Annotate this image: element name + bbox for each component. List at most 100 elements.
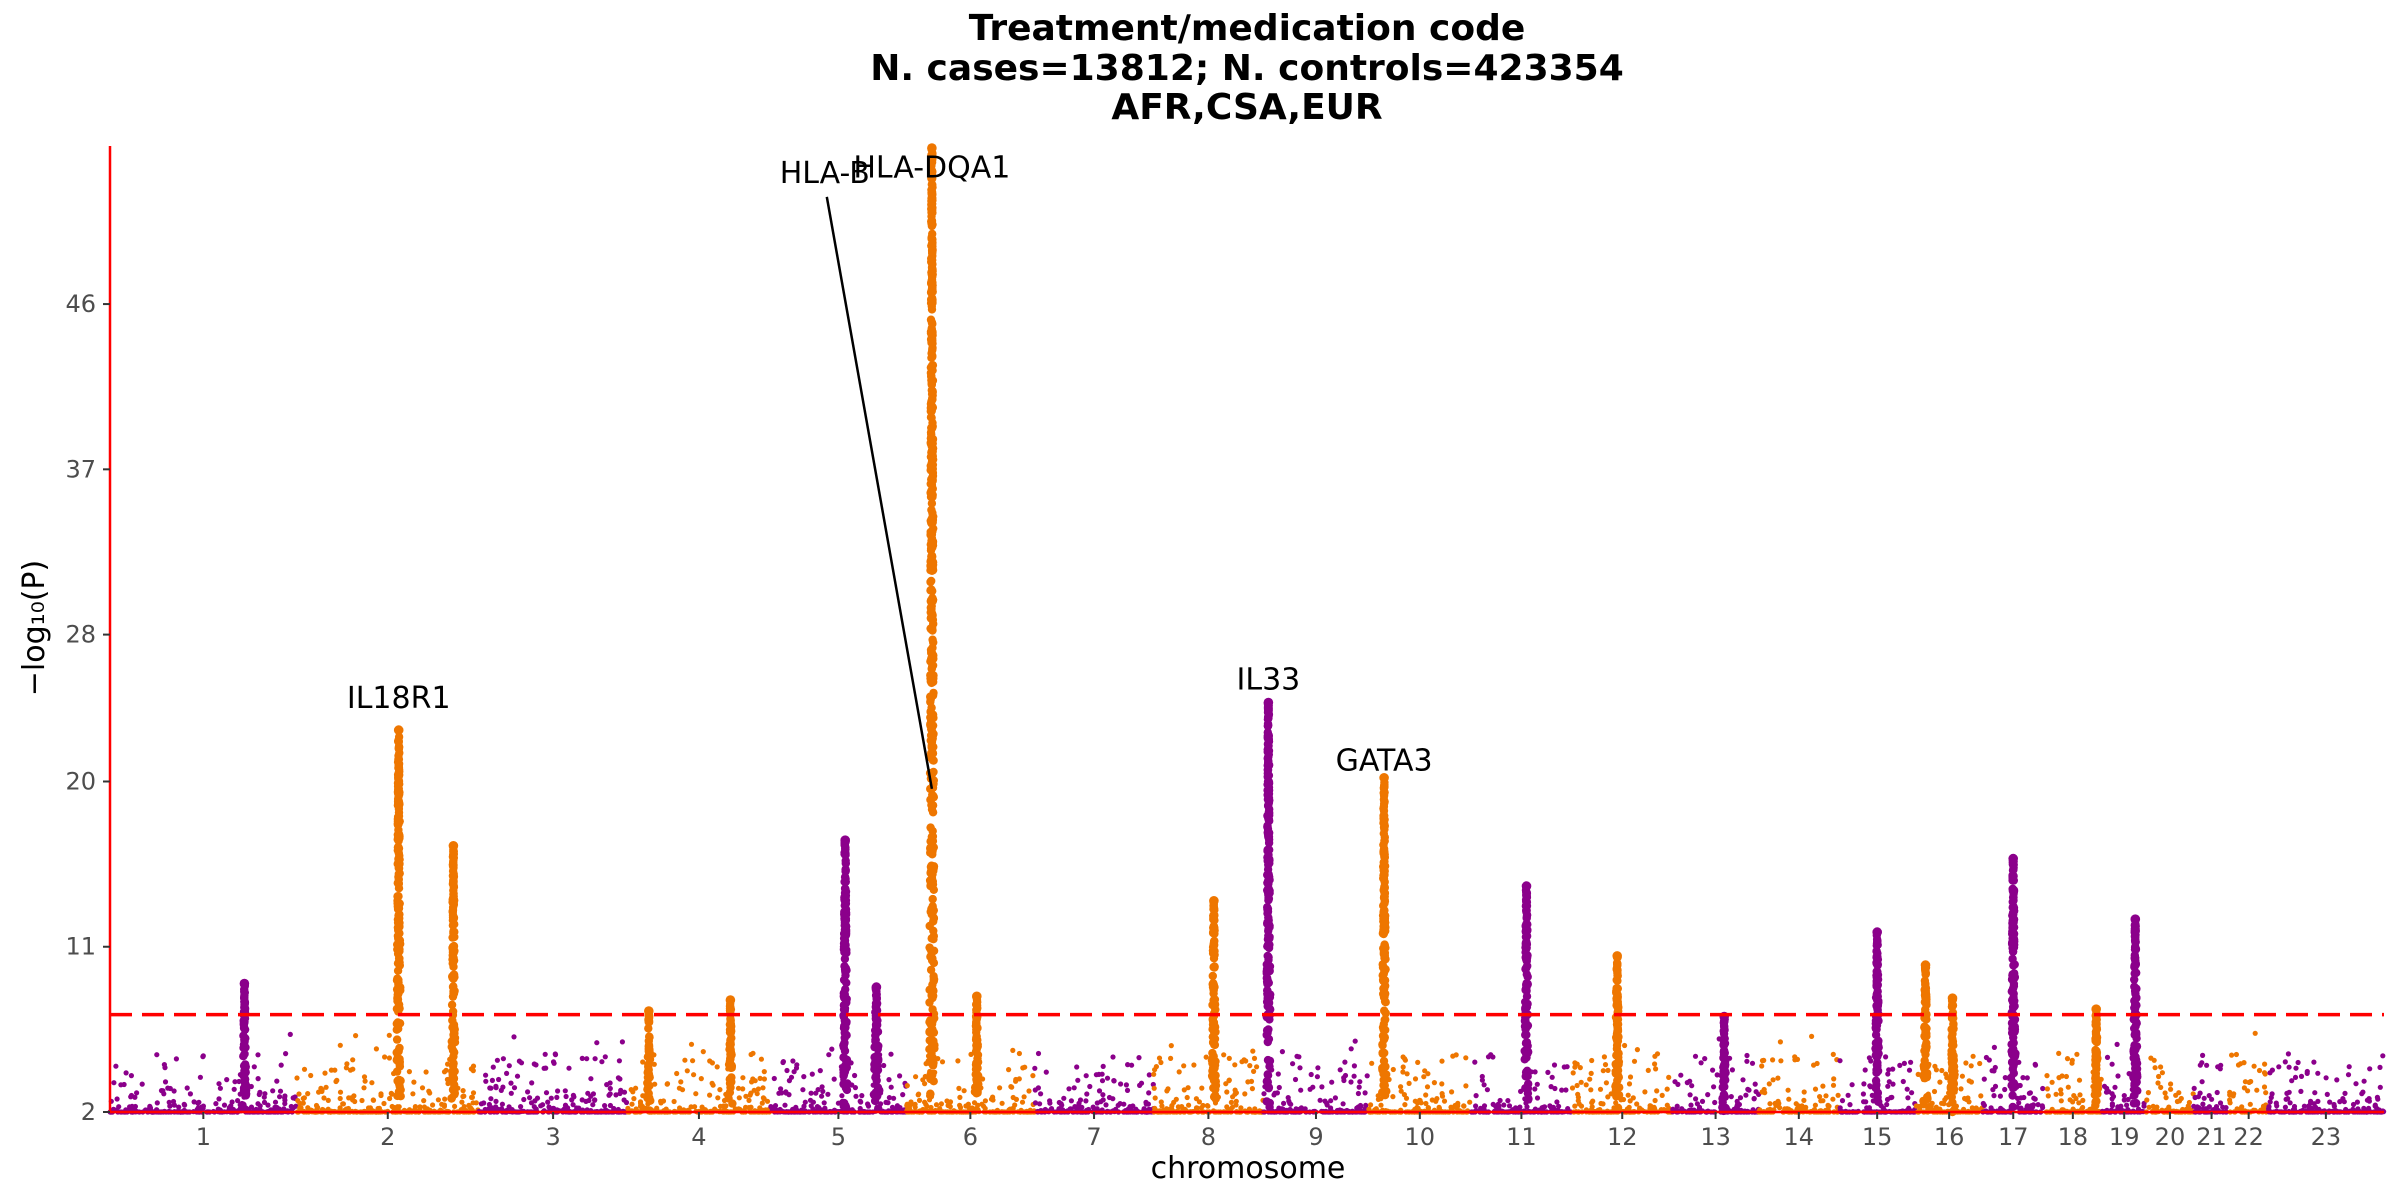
snp-point (1688, 1102, 1694, 1108)
snp-point (840, 954, 850, 964)
snp-point (2252, 1030, 2258, 1036)
snp-point (241, 1091, 251, 1100)
snp-point (514, 1073, 521, 1079)
snp-point (1151, 1085, 1157, 1091)
snp-point (158, 1088, 165, 1094)
snp-point (381, 1100, 387, 1107)
snp-point (1297, 1065, 1303, 1071)
snp-point (449, 858, 458, 867)
snp-point (1904, 1086, 1910, 1092)
snp-point (839, 1070, 849, 1079)
snp-point (592, 1097, 598, 1103)
snp-point (2301, 1103, 2307, 1109)
snp-point (2156, 1073, 2162, 1080)
snp-point (2154, 1104, 2160, 1110)
snp-point (1204, 1103, 1210, 1109)
snp-point (1785, 1087, 1791, 1093)
snp-point (1136, 1055, 1142, 1061)
snp-point (592, 1056, 598, 1062)
snp-point (496, 1076, 502, 1083)
snp-point (167, 1103, 173, 1109)
snp-point (808, 1103, 814, 1109)
snp-point (1729, 1067, 1735, 1073)
snp-point (1481, 1082, 1487, 1088)
snp-point (2125, 1096, 2131, 1103)
snp-point (2077, 1092, 2083, 1098)
snp-point (287, 1031, 293, 1037)
snp-point (1010, 1047, 1016, 1053)
snp-point (1830, 1096, 1836, 1102)
snp-point (494, 1057, 500, 1063)
snp-point (562, 1088, 568, 1094)
snp-point (912, 1104, 918, 1110)
snp-point (2217, 1066, 2223, 1072)
snp-point (1449, 1089, 1455, 1095)
snp-point (815, 1087, 821, 1093)
snp-point (1752, 1081, 1758, 1087)
snp-point (2032, 1062, 2039, 1068)
snp-point (1559, 1087, 1565, 1093)
snp-point (645, 1055, 655, 1064)
snp-point (961, 1088, 967, 1094)
snp-point (123, 1070, 129, 1076)
snp-point (449, 989, 459, 998)
snp-point (197, 1074, 203, 1080)
snp-point (1991, 1044, 1997, 1050)
snp-point (2045, 1093, 2051, 1099)
snp-point (2178, 1095, 2184, 1102)
chromosome-13-points (1670, 1030, 1762, 1115)
snp-point (1441, 1098, 1448, 1104)
snp-point (2201, 1095, 2207, 1101)
snp-point (927, 240, 937, 250)
snp-point (1605, 1067, 1611, 1073)
snp-point (1285, 1095, 1291, 1101)
snp-point (255, 1101, 261, 1107)
snp-point (166, 1099, 172, 1105)
snp-point (831, 1076, 837, 1082)
snp-point (750, 1076, 756, 1082)
snp-point (154, 1100, 160, 1106)
snp-point (2024, 1075, 2030, 1081)
snp-point (927, 805, 937, 814)
snp-point (939, 1059, 946, 1065)
snp-point (111, 1080, 117, 1086)
snp-point (928, 473, 937, 482)
snp-point (2002, 1086, 2008, 1093)
snp-point (926, 1074, 935, 1084)
snp-point (1125, 1062, 1131, 1068)
snp-point (1342, 1059, 1348, 1065)
snp-point (167, 1085, 173, 1092)
snp-point (542, 1051, 548, 1057)
snp-point (1554, 1099, 1560, 1105)
snp-point (2168, 1086, 2174, 1092)
snp-point (1124, 1087, 1131, 1093)
snp-point (1751, 1095, 1757, 1102)
snp-point (552, 1052, 559, 1058)
snp-point (1479, 1073, 1485, 1080)
snp-point (2268, 1094, 2274, 1101)
snp-point (1966, 1099, 1972, 1105)
snp-point (393, 985, 403, 994)
snp-point (2158, 1064, 2164, 1070)
snp-point (2263, 1090, 2269, 1096)
snp-point (957, 1104, 964, 1111)
snp-point (853, 1093, 859, 1099)
snp-point (2056, 1050, 2062, 1056)
snp-point (419, 1085, 426, 1091)
snp-point (1630, 1095, 1636, 1101)
peak-top-point (840, 835, 850, 845)
snp-point (1423, 1092, 1429, 1098)
snp-point (337, 1089, 344, 1095)
snp-point (784, 1067, 790, 1074)
snp-point (2186, 1099, 2192, 1106)
snp-point (1276, 1084, 1282, 1091)
snp-point (2200, 1052, 2206, 1058)
snp-point (1472, 1059, 1478, 1065)
snp-point (726, 1020, 736, 1030)
snp-point (449, 1026, 459, 1035)
snp-point (447, 1000, 457, 1009)
snp-point (1332, 1095, 1338, 1101)
snp-point (1032, 1087, 1038, 1093)
snp-point (710, 1082, 716, 1088)
snp-point (928, 1104, 934, 1111)
